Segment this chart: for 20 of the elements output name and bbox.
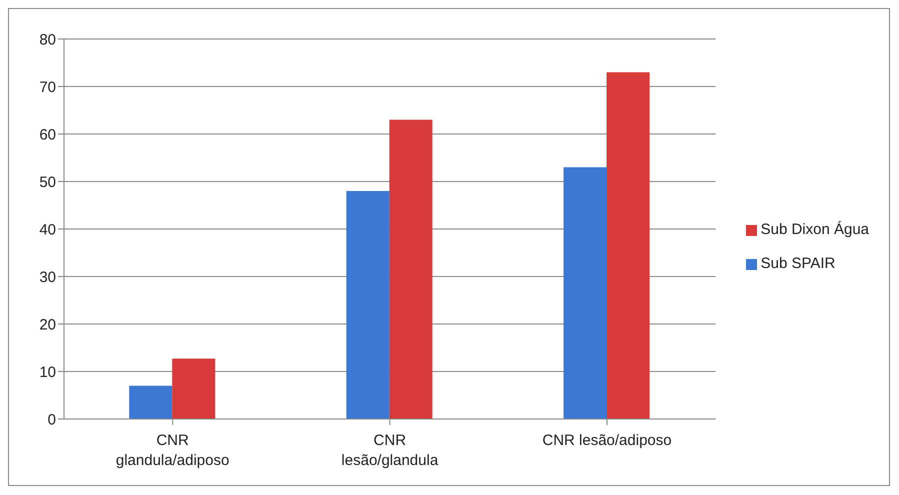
y-tick-label: 30 (39, 268, 56, 286)
y-tick-label: 50 (39, 174, 56, 191)
bar (564, 167, 607, 419)
x-tick-label: CNR glandula/adiposo (116, 432, 230, 469)
y-tick-label: 80 (39, 31, 56, 48)
bar (389, 120, 432, 419)
y-tick-label: 10 (39, 364, 56, 381)
bar (606, 72, 650, 419)
y-tick-label: 60 (39, 126, 56, 144)
x-tick-label: CNR lesão/adiposo (542, 432, 672, 449)
y-tick-label: 20 (39, 316, 56, 334)
y-tick-label: 70 (39, 78, 56, 96)
y-tick-label: 0 (48, 411, 56, 428)
legend-label: Sub SPAIR (760, 255, 836, 272)
y-tick-label: 40 (39, 221, 56, 238)
bar (172, 358, 216, 419)
bar (129, 386, 172, 419)
x-tick-label: CNR lesão/glandula (341, 432, 439, 469)
legend-label: Sub Dixon Água (760, 221, 869, 238)
bar (346, 191, 390, 419)
